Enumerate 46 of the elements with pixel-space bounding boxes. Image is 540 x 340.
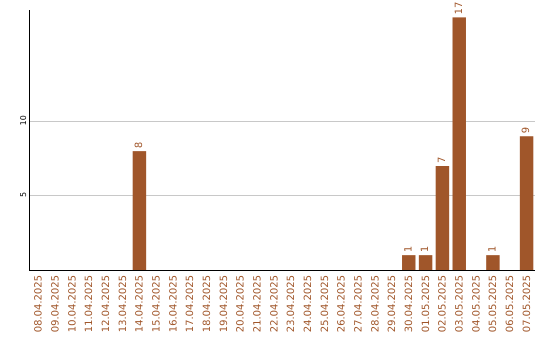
bar <box>402 255 416 270</box>
x-tick-label: 14.04.2025 <box>134 275 146 332</box>
data-label: 1 <box>420 246 432 252</box>
x-tick-label: 10.04.2025 <box>67 275 78 332</box>
y-tick-label: 10 <box>18 115 28 126</box>
bar <box>452 17 466 270</box>
x-tick-label: 30.04.2025 <box>404 275 415 332</box>
x-tick-label: 21.04.2025 <box>252 275 264 332</box>
data-label: 17 <box>454 2 465 14</box>
x-tick-label: 09.04.2025 <box>50 275 62 332</box>
x-tick-label: 26.04.2025 <box>336 275 348 332</box>
x-tick-label: 04.05.2025 <box>471 275 482 332</box>
bar <box>520 136 534 270</box>
x-tick-label: 12.04.2025 <box>101 275 112 332</box>
x-tick-label: 11.04.2025 <box>84 275 96 332</box>
data-label: 9 <box>521 126 532 134</box>
x-tick-label: 28.04.2025 <box>370 275 382 332</box>
bar <box>486 255 500 270</box>
x-tick-label: 02.05.2025 <box>438 275 449 332</box>
x-tick-label: 07.05.2025 <box>522 275 533 332</box>
x-tick-label: 29.04.2025 <box>387 275 398 332</box>
data-label: 1 <box>403 246 414 252</box>
x-tick-label: 13.04.2025 <box>118 275 129 332</box>
x-tick-label: 08.04.2025 <box>34 275 45 332</box>
bar <box>436 166 450 270</box>
x-tick-label: 18.04.2025 <box>202 275 213 332</box>
bar <box>132 151 146 270</box>
x-tick-label: 24.04.2025 <box>303 275 314 332</box>
y-tick-label: 5 <box>18 192 28 198</box>
data-label: 7 <box>436 156 448 163</box>
x-tick-label: 06.05.2025 <box>505 275 516 332</box>
x-tick-label: 01.05.2025 <box>420 275 432 332</box>
data-label: 1 <box>487 246 498 252</box>
x-tick-label: 23.04.2025 <box>286 275 298 332</box>
x-tick-label: 20.04.2025 <box>236 275 247 332</box>
x-tick-label: 27.04.2025 <box>354 275 364 332</box>
x-tick-label: 17.04.2025 <box>185 275 196 332</box>
bar <box>418 255 432 270</box>
x-tick-label: 22.04.2025 <box>269 275 280 332</box>
x-tick-label: 25.04.2025 <box>320 275 331 332</box>
x-tick-label: 19.04.2025 <box>218 275 230 332</box>
x-tick-label: 16.04.2025 <box>168 275 180 332</box>
x-tick-label: 05.05.2025 <box>488 275 500 332</box>
x-tick-label: 03.05.2025 <box>454 275 466 332</box>
x-tick-label: 15.04.2025 <box>152 275 162 332</box>
data-label: 8 <box>134 142 145 148</box>
